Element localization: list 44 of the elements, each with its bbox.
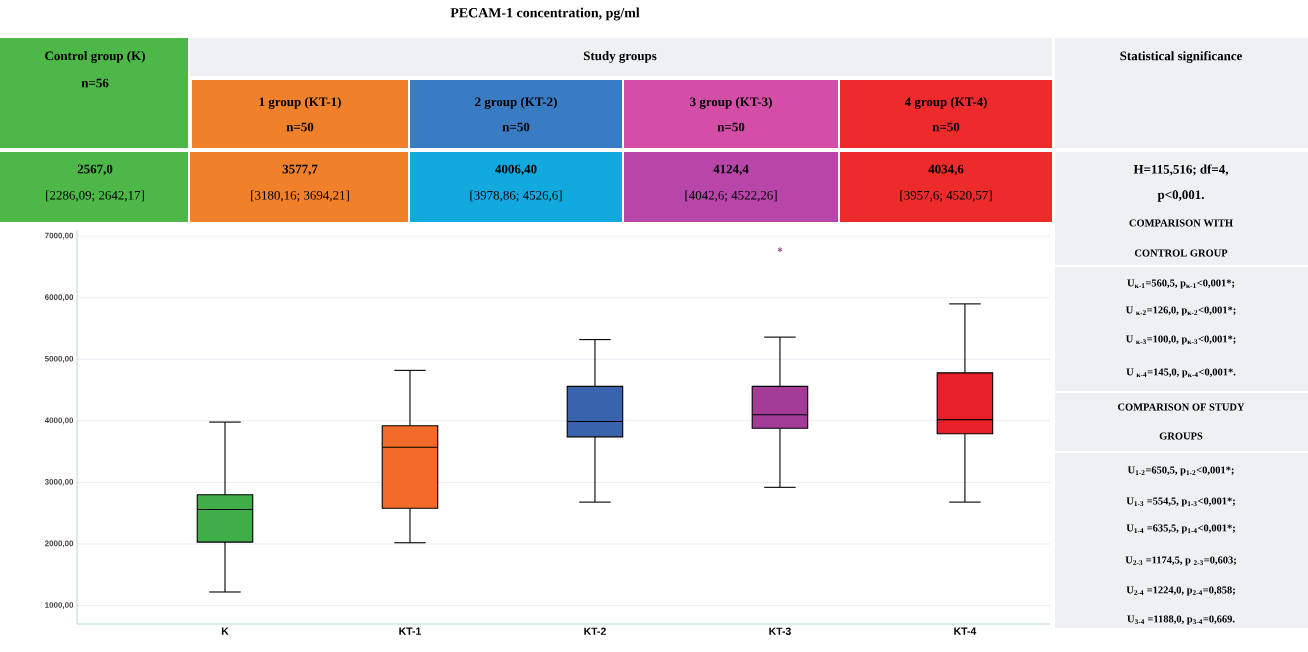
text: n=50 xyxy=(502,122,530,132)
text: [2286,09; 2642,17] xyxy=(46,190,144,202)
text: n=50 xyxy=(932,122,960,132)
text: U $_{к-2}$=126,0, p$_{к-2}$<0,001*; xyxy=(1125,306,1236,316)
x-tick-label: KT-3 xyxy=(769,627,791,635)
text: U$_{к-1}$=560,5, p$_{к-1}$<0,001*; xyxy=(1127,279,1235,289)
text: U$_{2-3}$ =1174,5, p $_{2-3}$=0,603; xyxy=(1125,556,1236,566)
text: U $_{к-3}$=100,0, p$_{к-3}$<0,001*; xyxy=(1125,335,1236,345)
text: 4124,4 xyxy=(713,164,749,176)
text: 2 group (KT-2) xyxy=(475,97,557,109)
text: U$_{1-3}$ =554,5, p$_{1-3}$<0,001*; xyxy=(1126,497,1235,507)
text: U$_{2-4}$ =1224,0, p$_{2-4}$=0,858; xyxy=(1126,586,1235,596)
text: Control group (K) xyxy=(45,51,145,63)
text: n=50 xyxy=(717,122,745,132)
text: GROUPS xyxy=(1159,432,1203,440)
text: COMPARISON WITH xyxy=(1129,219,1233,227)
chart-title: PECAM-1 concentration, pg/ml xyxy=(450,7,640,21)
text: U$_{1-2}$=650,5, p$_{1-2}$<0,001*; xyxy=(1127,466,1234,476)
text: n=56 xyxy=(81,78,109,88)
text: CONTROL GROUP xyxy=(1134,249,1228,257)
text: 3 group (KT-3) xyxy=(690,97,772,109)
text: H=115,516; df=4, xyxy=(1133,164,1229,176)
text: U$_{1-4}$ =635,5, p$_{1-4}$<0,001*; xyxy=(1126,524,1235,534)
x-tick-label: KT-2 xyxy=(584,627,606,635)
text: 3577,7 xyxy=(282,164,318,176)
text: U$_{3-4}$ =1188,0, p$_{3-4}$=0,669. xyxy=(1127,615,1235,625)
text: 4006,40 xyxy=(495,164,537,176)
text: U $_{к-4}$=145,0, p$_{к-4}$<0,001*. xyxy=(1126,368,1236,378)
text: COMPARISON OF STUDY xyxy=(1117,403,1245,411)
x-tick-label: K xyxy=(221,627,229,635)
x-tick-label: KT-1 xyxy=(399,627,422,635)
text: [3978,86; 4526,6] xyxy=(470,190,562,202)
text: [3957,6; 4520,57] xyxy=(900,190,992,202)
text: [4042,6; 4522,26] xyxy=(685,190,777,202)
text: p<0,001. xyxy=(1157,190,1204,202)
text: 2567,0 xyxy=(77,164,113,176)
text: Statistical significance xyxy=(1120,51,1242,63)
text: Study groups xyxy=(583,51,657,63)
x-tick-label: KT-4 xyxy=(954,627,977,635)
text: [3180,16; 3694,21] xyxy=(251,190,349,202)
text: 4 group (KT-4) xyxy=(904,97,987,109)
text: n=50 xyxy=(286,122,314,132)
text: 4034,6 xyxy=(928,164,964,176)
text: 1 group (KT-1) xyxy=(259,97,341,109)
